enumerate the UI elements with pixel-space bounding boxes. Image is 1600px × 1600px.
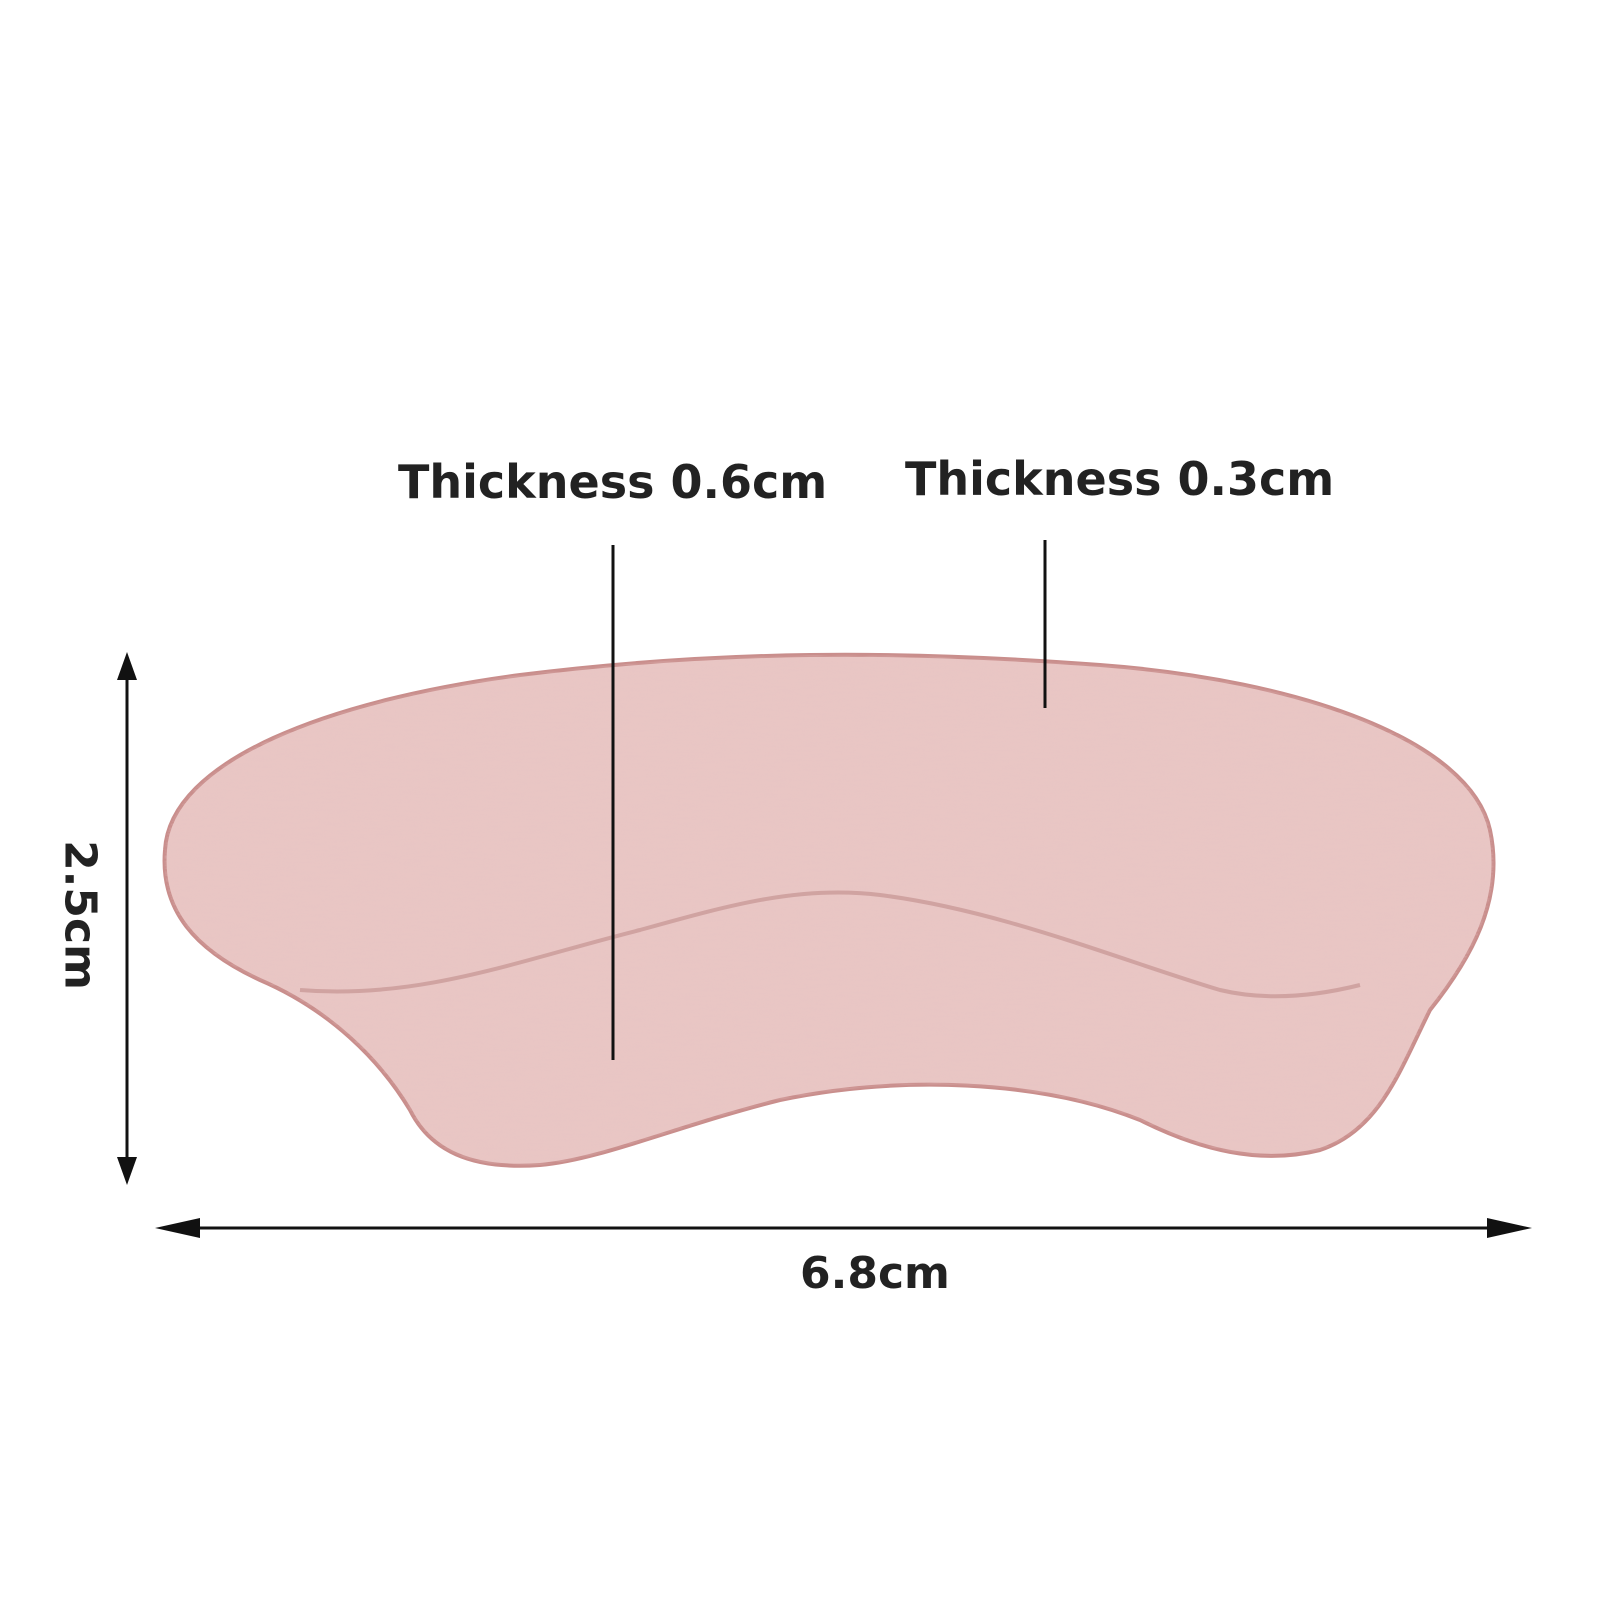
width-label: 6.8cm: [800, 1248, 950, 1299]
height-label: 2.5cm: [54, 840, 106, 990]
thickness-0.3-label: Thickness 0.3cm: [905, 452, 1335, 506]
heel-pad: [162, 652, 1496, 1168]
dimension-lines: [117, 540, 1532, 1238]
arrowhead-down: [117, 1157, 137, 1185]
arrowhead-up: [117, 652, 137, 680]
arrowhead-right: [1487, 1218, 1532, 1238]
thickness-0.6-label: Thickness 0.6cm: [398, 455, 828, 509]
pad-seam: [299, 890, 1361, 999]
arrowhead-left: [155, 1218, 200, 1238]
